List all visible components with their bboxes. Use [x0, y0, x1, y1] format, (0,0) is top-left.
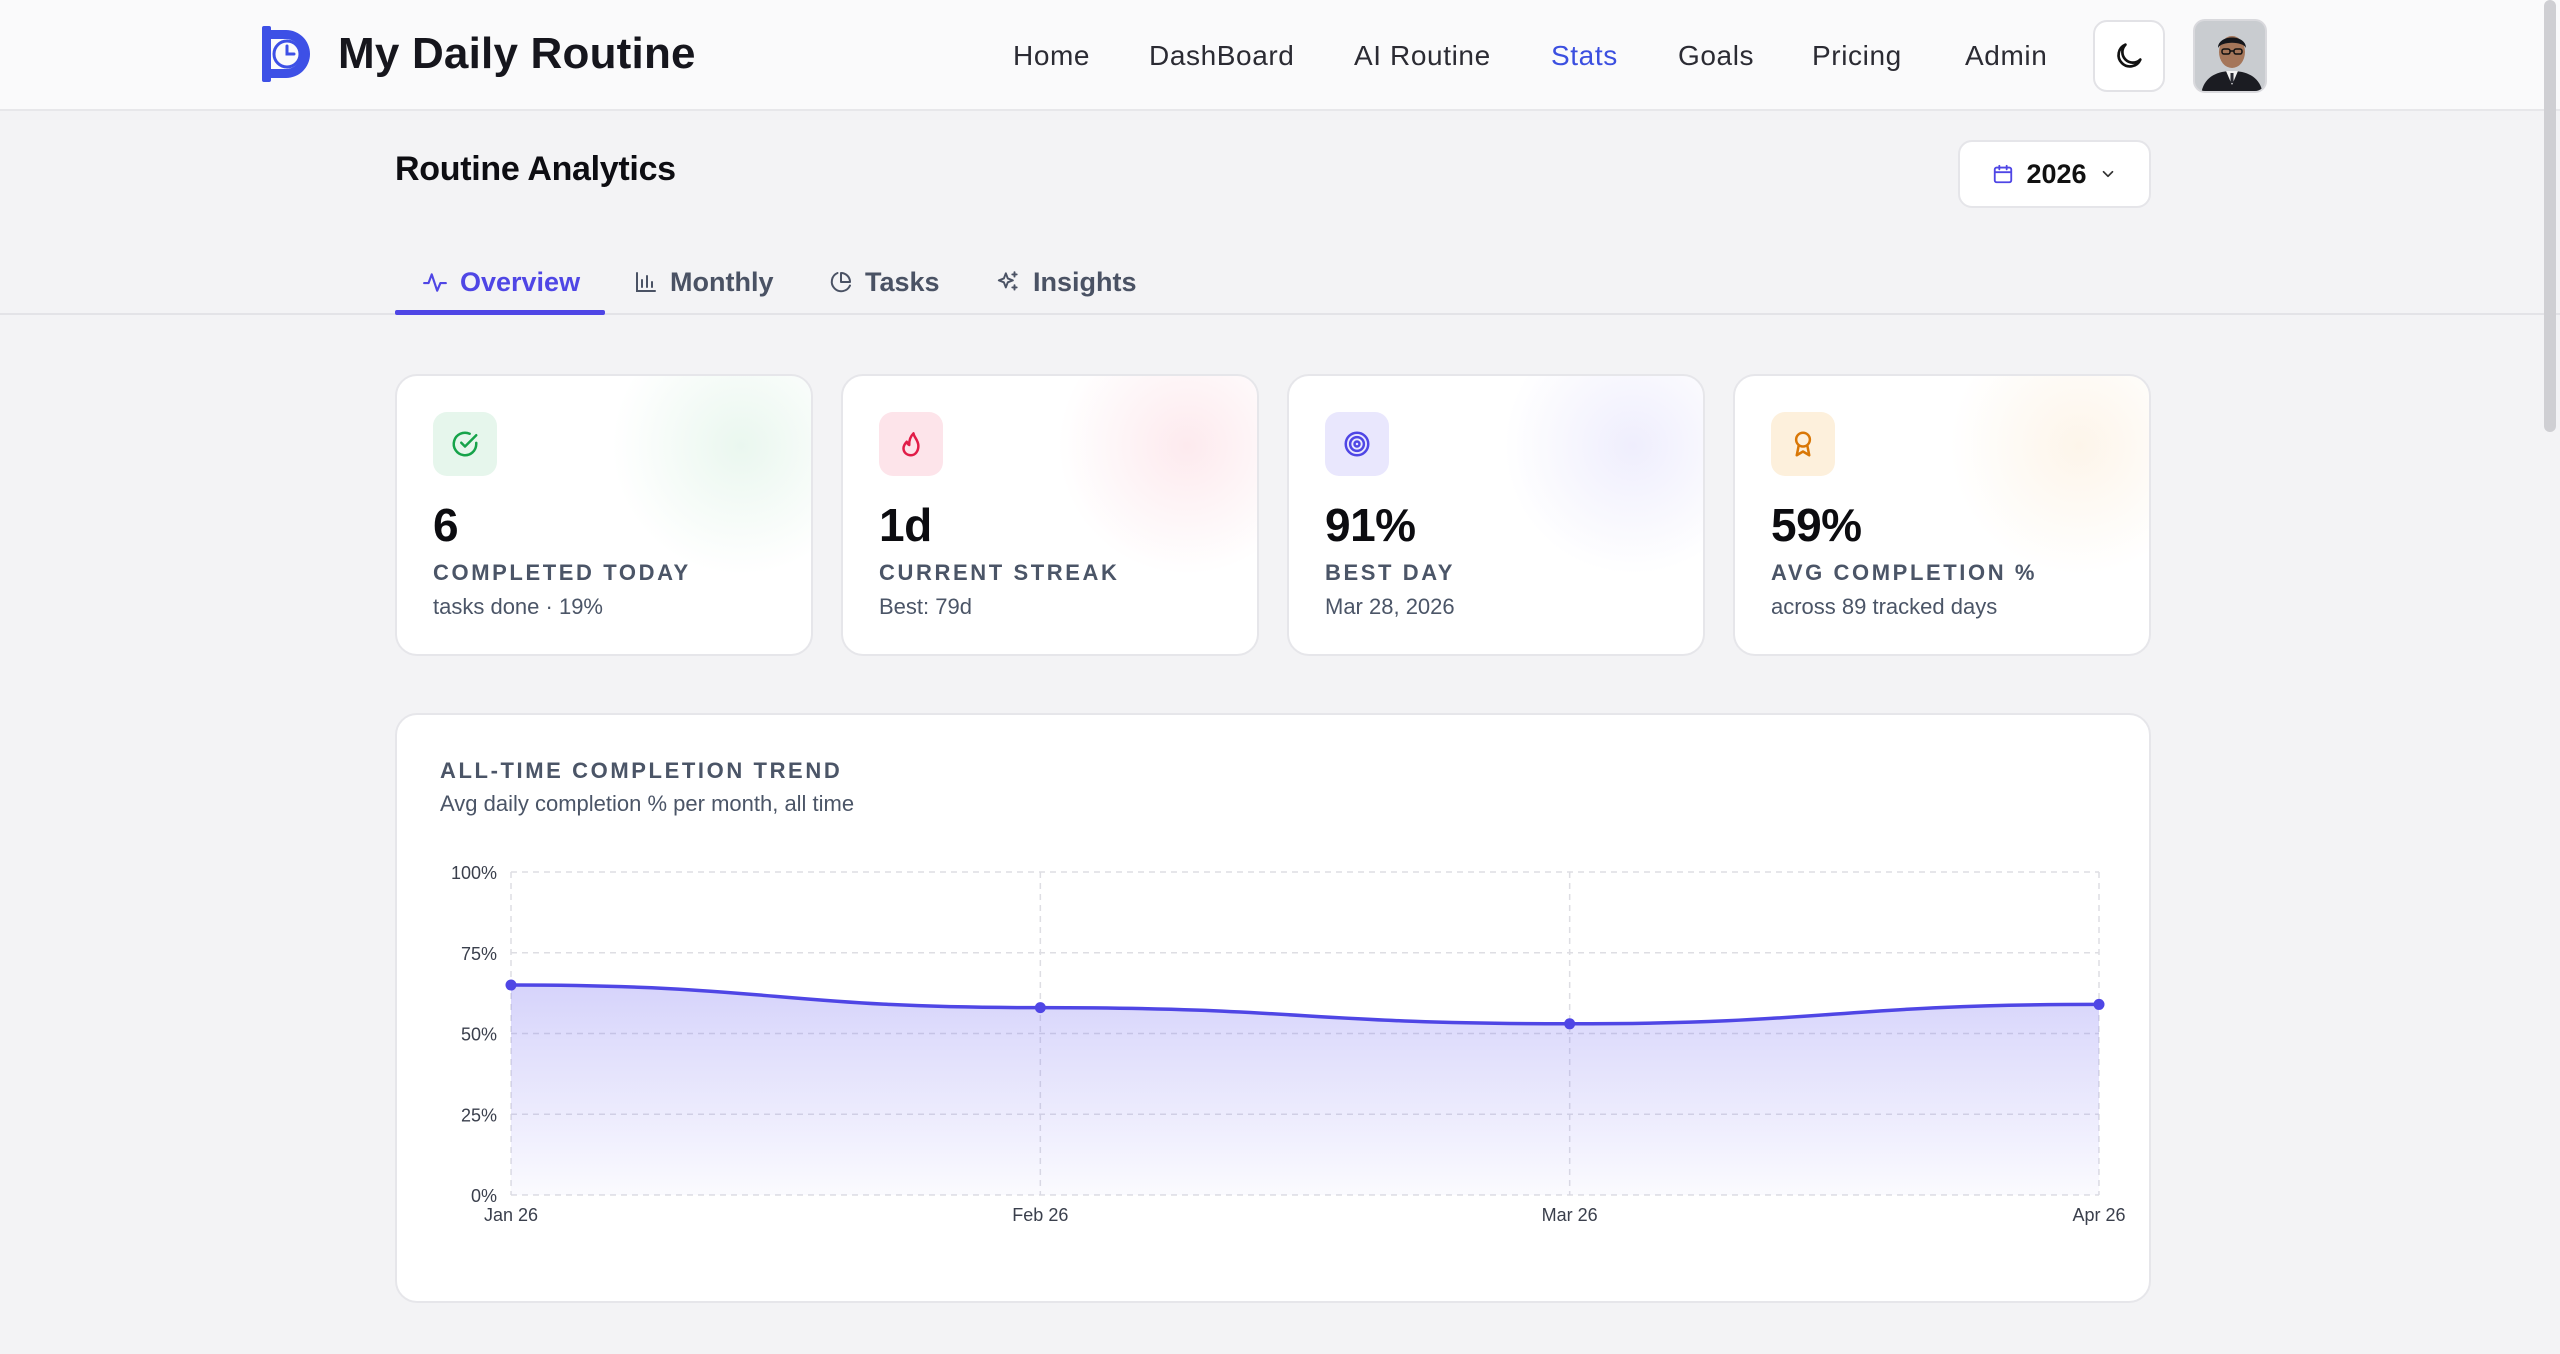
calendar-icon [1994, 164, 2013, 184]
completion-trend-chart: 0% 25% 50% 75% 100% Jan 26 Feb 26 Mar 26 Apr 26 [451, 863, 2126, 1225]
avatar[interactable] [2193, 19, 2267, 93]
stat-label: COMPLETED TODAY [433, 560, 691, 585]
bar-chart-icon [636, 272, 656, 292]
tab-overview[interactable]: Overview [422, 252, 580, 312]
top-navbar: My Daily Routine Home DashBoard AI Routi… [0, 0, 2560, 111]
card-glow [1057, 376, 1257, 576]
theme-toggle-button[interactable] [2093, 20, 2165, 92]
data-point [2093, 998, 2105, 1010]
check-circle-icon [452, 431, 478, 457]
stat-sub: across 89 tracked days [1771, 594, 1998, 619]
series-area [511, 985, 2099, 1195]
stat-card-best-day: 91% BEST DAY Mar 28, 2026 [1287, 374, 1705, 656]
stat-value: 1d [879, 499, 932, 551]
tab-overview-label: Overview [460, 266, 581, 297]
stat-card-avg-completion: 59% AVG COMPLETION % across 89 tracked d… [1733, 374, 2151, 656]
nav-admin[interactable]: Admin [1965, 40, 2048, 71]
nav-stats[interactable]: Stats [1551, 40, 1618, 71]
stat-label: AVG COMPLETION % [1771, 560, 2038, 585]
stat-sub: Best: 79d [879, 594, 972, 619]
data-point [505, 979, 517, 991]
nav-dashboard[interactable]: DashBoard [1149, 40, 1295, 71]
stat-label: CURRENT STREAK [879, 560, 1120, 585]
y-tick-label: 0% [471, 1186, 497, 1206]
tab-tasks-label: Tasks [865, 266, 940, 297]
x-tick-label: Mar 26 [1542, 1205, 1598, 1225]
tab-insights[interactable]: Insights [995, 252, 1137, 312]
sparkles-icon [997, 271, 1018, 291]
active-tab-indicator [395, 310, 605, 315]
y-tick-label: 25% [461, 1105, 497, 1125]
tab-tasks[interactable]: Tasks [829, 252, 940, 312]
nav-goals[interactable]: Goals [1678, 40, 1755, 71]
completion-trend-card: ALL-TIME COMPLETION TREND Avg daily comp… [395, 713, 2151, 1303]
card-glow [1949, 376, 2149, 576]
year-value: 2026 [2026, 158, 2087, 189]
card-glow [611, 376, 811, 576]
tab-monthly[interactable]: Monthly [634, 252, 773, 312]
target-icon [1344, 431, 1370, 457]
chart-subtitle: Avg daily completion % per month, all ti… [440, 791, 855, 816]
icon-box [1325, 412, 1389, 476]
chart-title: ALL-TIME COMPLETION TREND [440, 758, 843, 783]
stat-value: 91% [1325, 499, 1416, 551]
brand[interactable]: My Daily Routine [258, 24, 696, 84]
y-tick-label: 50% [461, 1025, 497, 1045]
award-icon [1794, 431, 1812, 457]
stat-value: 6 [433, 499, 459, 551]
clock-logo-icon [262, 26, 310, 82]
pie-chart-icon [830, 272, 851, 293]
nav-home[interactable]: Home [1013, 40, 1091, 71]
y-tick-label: 75% [461, 944, 497, 964]
stat-sub: Mar 28, 2026 [1325, 594, 1455, 619]
page-title: Routine Analytics [395, 150, 676, 188]
app-title: My Daily Routine [338, 29, 696, 78]
user-avatar-icon [2195, 21, 2265, 91]
tab-insights-label: Insights [1033, 266, 1137, 297]
icon-box [433, 412, 497, 476]
y-tick-label: 100% [451, 863, 497, 883]
chevron-down-icon [2102, 170, 2113, 178]
stat-sub: tasks done · 19% [433, 594, 603, 619]
x-tick-label: Apr 26 [2072, 1205, 2125, 1225]
page-scrollbar[interactable] [2544, 0, 2556, 432]
nav-ai-routine[interactable]: AI Routine [1354, 40, 1491, 71]
tab-monthly-label: Monthly [670, 266, 774, 297]
activity-icon [423, 273, 447, 292]
series-line [510, 983, 2100, 1026]
data-point [1564, 1018, 1576, 1030]
stat-value: 59% [1771, 499, 1862, 551]
card-glow [1503, 376, 1703, 576]
data-point [1034, 1002, 1046, 1014]
moon-icon [2117, 43, 2142, 68]
x-tick-label: Feb 26 [1012, 1205, 1068, 1225]
x-tick-label: Jan 26 [484, 1205, 538, 1225]
stat-card-completed-today: 6 COMPLETED TODAY tasks done · 19% [395, 374, 813, 656]
year-select[interactable]: 2026 [1958, 140, 2151, 208]
icon-box [879, 412, 943, 476]
flame-icon [902, 432, 920, 457]
stat-card-current-streak: 1d CURRENT STREAK Best: 79d [841, 374, 1259, 656]
nav-pricing[interactable]: Pricing [1812, 40, 1902, 71]
stat-label: BEST DAY [1325, 560, 1456, 585]
tabs-divider [0, 313, 2560, 315]
icon-box [1771, 412, 1835, 476]
